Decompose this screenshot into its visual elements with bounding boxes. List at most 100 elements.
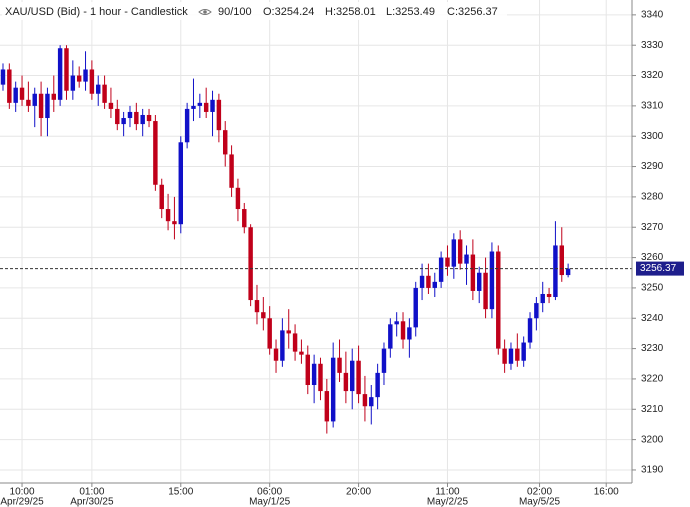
candle-body	[210, 99, 215, 112]
candle-body	[546, 293, 552, 298]
x-tick-label: 16:00	[594, 487, 619, 498]
x-tick-label: 06:00	[257, 487, 282, 498]
bar-count: 90/100	[218, 6, 252, 18]
candle-body	[413, 287, 418, 328]
x-date-label: Apr/29/25	[0, 497, 44, 507]
candle-body	[407, 327, 412, 340]
candle-body	[13, 87, 18, 103]
y-tick-label: 3210	[641, 404, 664, 415]
x-tick-label: 20:00	[346, 487, 371, 498]
candle-body	[553, 245, 558, 298]
candle-body	[216, 99, 222, 131]
candle-body	[400, 321, 406, 340]
candle-body	[64, 48, 69, 91]
y-tick-label: 3310	[641, 101, 664, 112]
candle-body	[102, 84, 107, 103]
candle-body	[362, 394, 368, 407]
candle-body	[51, 93, 57, 100]
y-tick-label: 3230	[641, 343, 664, 354]
candle-body	[489, 251, 495, 310]
candle-body	[229, 154, 234, 188]
candle-body	[108, 102, 114, 109]
y-tick-label: 3290	[641, 161, 664, 172]
candle-body	[7, 69, 12, 103]
candle-body	[337, 357, 342, 373]
candle-body	[477, 272, 482, 291]
candle-body	[83, 69, 88, 82]
last-price-label: 3256.37	[640, 263, 677, 274]
candle-body	[159, 184, 164, 210]
y-tick-label: 3200	[641, 434, 664, 445]
x-date-label: May/5/25	[519, 497, 561, 507]
candle-body	[305, 354, 310, 386]
candle-body	[89, 69, 95, 94]
y-tick-label: 3250	[641, 283, 664, 294]
x-date-label: May/2/25	[427, 497, 469, 507]
candle-body	[45, 93, 50, 119]
candle-body	[457, 239, 463, 264]
candle-body	[178, 142, 184, 225]
candle-body	[286, 330, 291, 334]
candle-body	[483, 272, 488, 310]
candle-body	[438, 257, 444, 282]
y-tick-label: 3270	[641, 222, 664, 233]
eye-icon[interactable]	[198, 9, 212, 15]
chart-title: XAU/USD (Bid) - 1 hour - Candlestick	[5, 6, 188, 18]
candle-body	[350, 360, 355, 392]
y-tick-label: 3330	[641, 40, 664, 51]
candle-body	[26, 99, 31, 106]
candle-body	[76, 75, 82, 82]
header-bg	[2, 2, 507, 20]
candle-body	[153, 121, 158, 185]
eye-pupil	[203, 10, 207, 14]
candle-body	[127, 111, 133, 119]
candle-body	[540, 293, 545, 304]
ohlc-low: L:3253.49	[386, 6, 435, 18]
plot-area	[0, 0, 632, 483]
ohlc-open: O:3254.24	[263, 6, 314, 18]
candle-body	[375, 372, 380, 398]
candle-body	[140, 114, 145, 125]
candle-body	[343, 372, 349, 392]
candle-body	[273, 348, 279, 361]
candle-body	[451, 239, 457, 267]
ohlc-close: C:3256.37	[447, 6, 498, 18]
candle-body	[318, 363, 323, 392]
x-tick-label: 10:00	[10, 487, 35, 498]
candle-body	[57, 48, 63, 100]
candle-body	[419, 275, 425, 288]
candle-body	[146, 114, 152, 122]
candle-body	[534, 303, 539, 319]
candle-body	[464, 254, 469, 264]
y-tick-label: 3260	[641, 252, 664, 263]
candle-body	[502, 348, 507, 364]
candle-body	[184, 108, 190, 143]
candle-body	[299, 351, 304, 355]
candle-body	[172, 221, 177, 225]
candle-body	[32, 93, 37, 106]
candle-body	[121, 118, 126, 125]
candle-body	[432, 281, 437, 288]
candle-body	[356, 360, 361, 395]
candle-body	[496, 251, 501, 349]
candle-body	[515, 348, 520, 361]
y-tick-label: 3340	[641, 10, 664, 21]
candle-body	[311, 363, 317, 386]
x-date-label: Apr/30/25	[70, 497, 114, 507]
candle-body	[165, 209, 171, 222]
candle-body	[235, 187, 241, 210]
y-tick-label: 3220	[641, 374, 664, 385]
x-tick-label: 01:00	[79, 487, 104, 498]
candle-body	[292, 333, 298, 352]
y-tick-label: 3240	[641, 313, 664, 324]
y-tick-label: 3300	[641, 131, 664, 142]
candle-body	[242, 209, 247, 228]
candle-body	[19, 87, 25, 100]
candle-body	[0, 69, 6, 85]
candle-body	[70, 75, 76, 91]
candle-body	[324, 391, 330, 422]
candle-body	[267, 318, 272, 349]
candle-body	[38, 93, 44, 119]
x-date-label: May/1/25	[249, 497, 291, 507]
